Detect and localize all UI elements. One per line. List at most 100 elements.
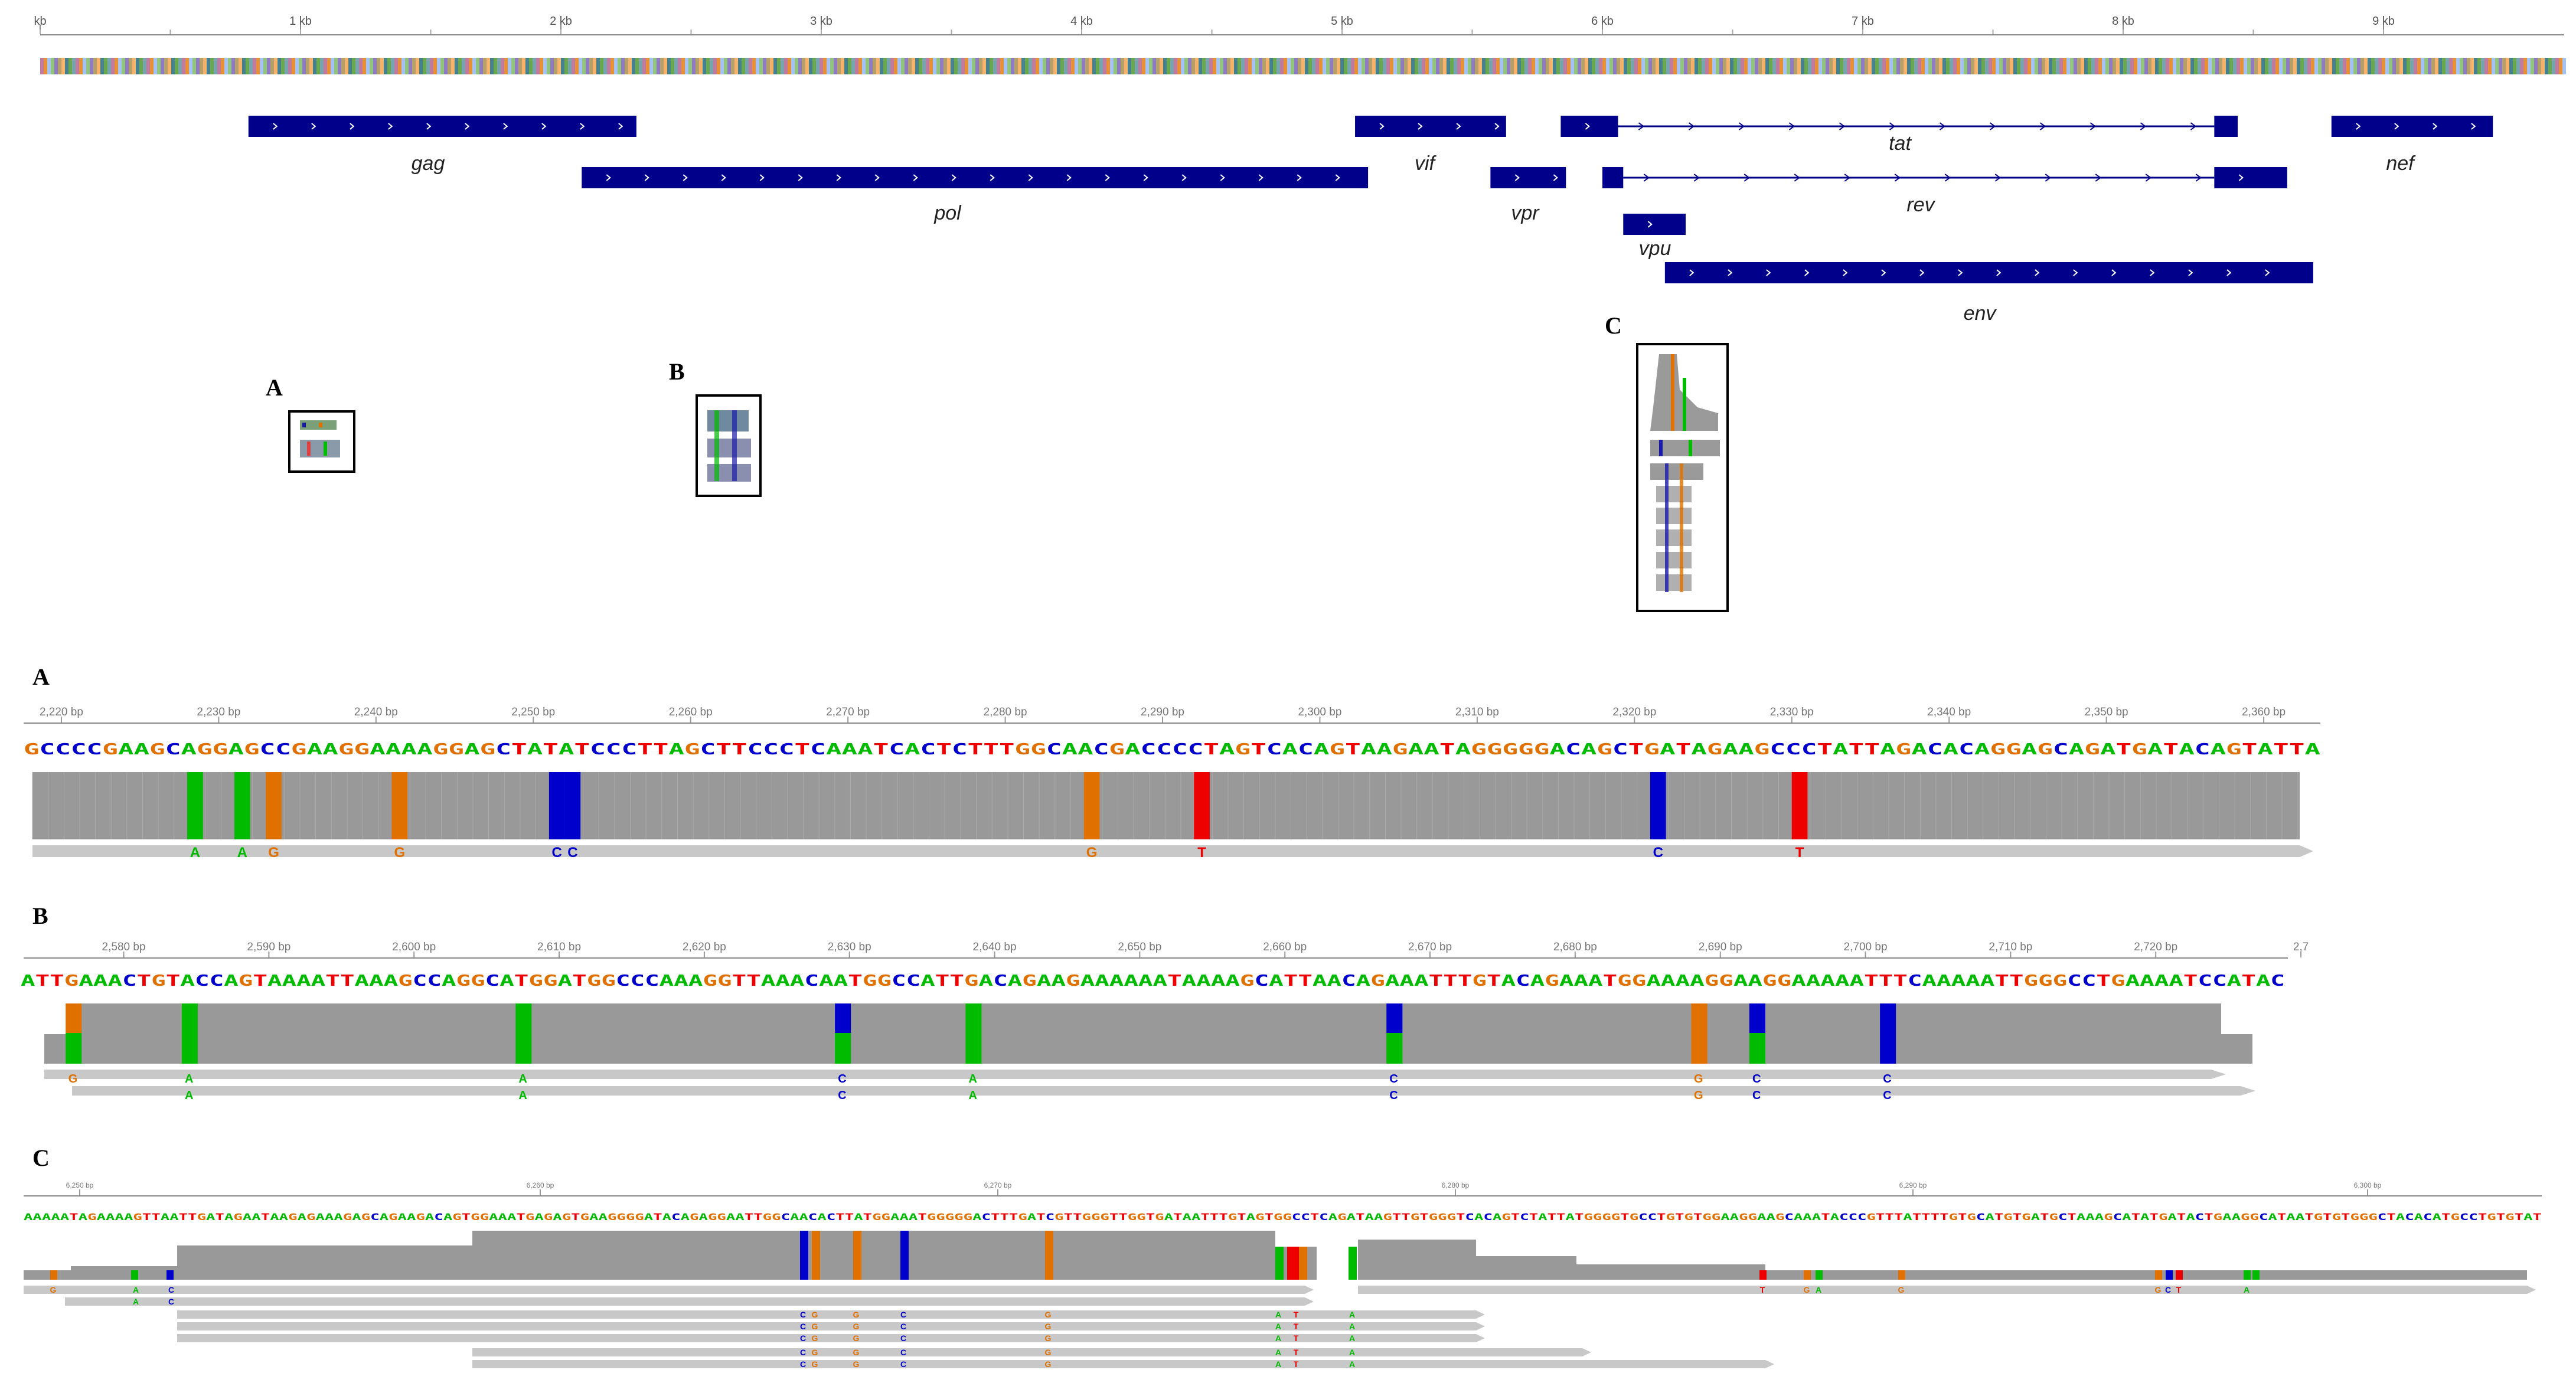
aligned-read[interactable] [177,1322,1485,1330]
base-A: A [1125,741,1141,759]
gene-exon-gag[interactable] [248,116,636,137]
gene-exon-env[interactable] [1664,262,2313,283]
gene-exon-rev[interactable] [2214,167,2287,188]
overview-sequence-segment [1436,58,1439,74]
ruler-position-label: 6,290 bp [1899,1181,1927,1189]
overview-sequence-segment [125,58,129,74]
overview-sequence-segment [820,58,823,74]
aligned-read[interactable] [24,1286,1314,1294]
gene-exon-nef[interactable] [2331,116,2493,137]
overview-sequence-segment [97,58,100,74]
base-T: T [1603,972,1618,990]
base-A: A [819,972,834,990]
zoom-box-c[interactable] [1636,343,1729,612]
base-T: T [1064,1211,1073,1222]
overview-sequence-segment [1326,58,1330,74]
base-T: T [1931,1211,1940,1222]
base-G: G [2350,1211,2359,1222]
base-T: T [1912,1211,1921,1222]
base-T: T [1676,741,1692,759]
aligned-read[interactable] [1358,1286,2536,1294]
overview-sequence-segment [593,58,596,74]
base-G: G [213,741,228,759]
base-T: T [2040,1211,2049,1222]
overview-sequence-segment [1411,58,1415,74]
aligned-read[interactable] [44,1070,2226,1079]
gene-strand-arrow [1585,123,1591,130]
gene-exon-pol[interactable] [582,167,1369,188]
gene-exon-vpu[interactable] [1623,214,1686,235]
overview-sequence-segment [1787,58,1790,74]
base-G: G [2368,1211,2377,1222]
gene-exon-vif[interactable] [1355,116,1506,137]
panel-c-read-track[interactable]: G A CA CC G G C G A T AC G G C G A T AC G G C G A T AC G G C G A T AC G G… [24,1285,2536,1369]
overview-sequence-segment [1365,58,1369,74]
aligned-read[interactable] [472,1348,1591,1356]
aligned-read[interactable] [177,1310,1485,1319]
overview-sequence-segment [805,58,809,74]
base-C: C [1301,1211,1310,1222]
base-A: A [243,1211,252,1222]
base-G: G [772,1211,781,1222]
gene-exon-vpr[interactable] [1490,167,1566,188]
overview-sequence-segment [1422,58,1425,74]
coverage-bar [2221,1034,2252,1064]
aligned-read[interactable] [472,1360,1774,1368]
overview-sequence-segment [890,58,894,74]
base-G: G [717,972,732,990]
overview-sequence-segment [1216,58,1220,74]
base-T: T [1000,1211,1008,1222]
overview-sequence-segment [667,58,671,74]
overview-sequence-segment [394,58,398,74]
overview-ruler-label: 2 kb [550,15,572,28]
base-G: G [149,741,165,759]
overview-sequence-segment [1333,58,1337,74]
overview-sequence-segment [2035,58,2038,74]
base-G: G [635,1211,644,1222]
base-A: A [1385,972,1400,990]
overview-sequence-segment [1432,58,1436,74]
overview-sequence-segment [1248,58,1252,74]
aligned-read[interactable] [65,1297,1314,1306]
overview-sequence-segment [1390,58,1393,74]
base-T: T [863,1211,872,1222]
panel-a-coverage-track [32,772,2300,839]
overview-sequence-segment [324,58,327,74]
overview-sequence-segment [738,58,742,74]
zoom-box-a[interactable] [288,410,355,473]
overview-sequence-segment [1457,58,1461,74]
overview-sequence-segment [72,58,76,74]
aligned-read[interactable] [177,1334,1485,1342]
overview-sequence-segment [561,58,564,74]
aligned-read[interactable] [32,845,2313,857]
base-A: A [1376,741,1392,759]
overview-sequence-segment [2417,58,2421,74]
base-T: T [2242,741,2258,759]
base-G: G [1705,972,1719,990]
base-A: A [1211,972,1226,990]
coverage-mismatch-G [66,1003,82,1033]
zoom-box-b[interactable] [696,394,762,497]
panel-c-alignment: C 6,250 bp 6,260 bp 6,270 bp 6,280 bp 6,290 … [24,1145,2542,1369]
overview-sequence-segment [922,58,926,74]
base-G: G [1866,1211,1875,1222]
overview-sequence-segment [618,58,621,74]
ruler-position-label: 2,610 bp [537,941,581,953]
gene-strand-arrow [951,174,956,181]
aligned-read[interactable] [72,1086,2255,1096]
overview-sequence-segment [2144,58,2148,74]
overview-sequence-segment [2360,58,2364,74]
overview-sequence-segment [295,58,299,74]
panel-b-read-track[interactable]: G A A C A C G C CA A C A C G C C [44,1070,2255,1102]
overview-sequence-segment [929,58,933,74]
gene-exon-rev[interactable] [1602,167,1624,188]
base-T: T [835,1211,844,1222]
gene-exon-tat[interactable] [2214,116,2238,137]
overview-sequence-segment [1811,58,1815,74]
overview-sequence-segment [1723,58,1726,74]
base-T: T [574,741,590,759]
overview-sequence-segment [1496,58,1500,74]
